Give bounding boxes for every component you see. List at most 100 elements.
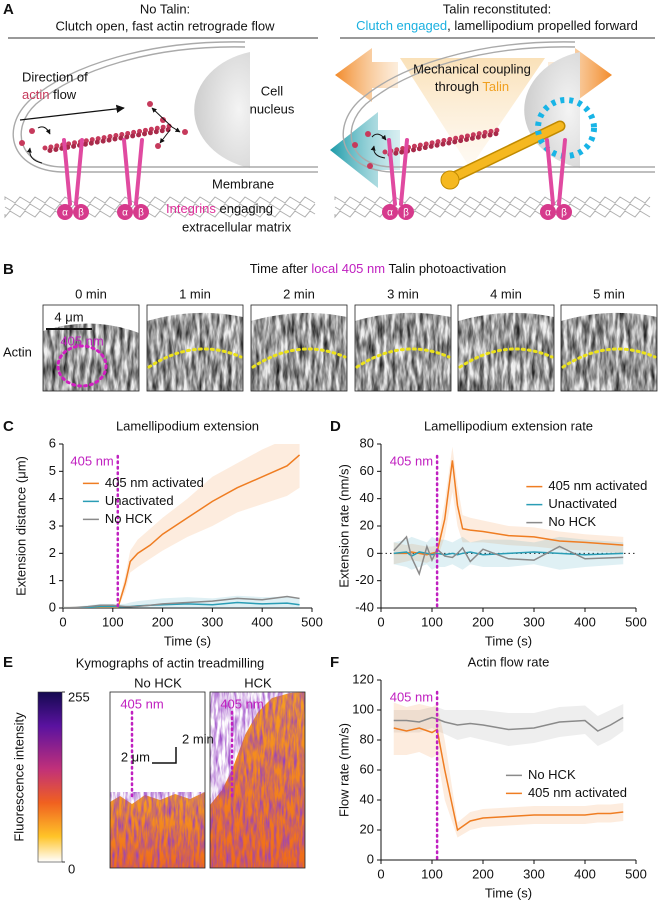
data-line: [393, 727, 624, 832]
image-frame: [42, 304, 140, 392]
x-tick-label: 300: [523, 614, 545, 629]
membrane: [12, 41, 318, 173]
legend-label: Unactivated: [548, 496, 617, 511]
image-frame: [354, 304, 452, 392]
scale-label: 4 μm: [54, 309, 83, 324]
colorbar: [37, 691, 63, 863]
colorbar-tick-label: 255: [68, 689, 90, 704]
text: through: [435, 79, 482, 94]
kymograph-texture: [110, 792, 205, 868]
y-tick-label: 6: [49, 435, 56, 450]
actin-filament: [382, 127, 501, 155]
x-tick-label: 100: [102, 614, 124, 629]
plot-area: [393, 446, 624, 576]
talin: [448, 122, 564, 182]
integrin: [387, 138, 409, 206]
annotation-label: 405 nm: [390, 453, 433, 468]
y-tick-label: 0: [49, 599, 56, 614]
chart: Actin flow rate Time (s) Flow rate (nm/s) 0…: [336, 654, 646, 900]
y-tick-label: 60: [360, 463, 374, 478]
x-tick-label: 300: [202, 614, 224, 629]
panel-label: F: [330, 654, 339, 671]
image-edge: [251, 305, 347, 321]
actin-filament: [42, 123, 173, 151]
legend-label: 405 nm activated: [548, 478, 647, 493]
time-label: 0 min: [75, 286, 107, 301]
cell: [12, 41, 318, 173]
greek-label: α: [387, 208, 393, 219]
greek-label: β: [561, 208, 567, 219]
x-tick-label: 0: [377, 866, 384, 881]
label: Membrane: [212, 176, 274, 191]
chart: Lamellipodium extension Time (s) Extension…: [13, 418, 322, 648]
y-tick-label: 0: [367, 545, 374, 560]
y-tick-label: -20: [355, 572, 374, 587]
chart-title: Lamellipodium extension: [116, 418, 259, 433]
greek-label: β: [78, 208, 84, 219]
text: , lamellipodium propelled forward: [447, 18, 638, 33]
integrin-beta: [73, 204, 89, 220]
error-band: [393, 702, 624, 838]
label: Cell: [261, 83, 284, 98]
legend-label: No HCK: [548, 514, 596, 529]
panel-label: C: [3, 418, 14, 435]
image-frame: [457, 304, 555, 392]
panel-label: A: [3, 1, 14, 18]
image-frame: [560, 304, 658, 392]
time-label: 4 min: [490, 286, 522, 301]
timelapse: 0 min 1 min 2 min 3 min 4 min 5 min 4 μm 405 nm: [42, 286, 658, 392]
legend-label: Unactivated: [105, 493, 174, 508]
text: Talin photoactivation: [385, 261, 506, 276]
image-frame: [250, 304, 348, 392]
legend-label: No HCK: [105, 511, 153, 526]
panel-label: E: [3, 654, 13, 671]
integrin-alpha: [117, 204, 133, 220]
error-band: [63, 444, 300, 608]
activation-spot: [535, 97, 597, 159]
greek-label: α: [122, 208, 128, 219]
y-tick-label: 0: [367, 851, 374, 866]
movement-arrow: [330, 112, 400, 188]
data-line: [393, 535, 624, 576]
x-tick-label: 100: [421, 614, 443, 629]
diagram-title: Clutch engaged, lamellipodium propelled …: [356, 18, 638, 33]
label: through Talin: [435, 79, 509, 94]
time-bar-label: 2 min: [182, 731, 214, 746]
x-tick-label: 100: [421, 866, 443, 881]
x-tick-label: 500: [301, 614, 323, 629]
y-tick-label: 80: [360, 435, 374, 450]
colorbar-tick-label: 0: [68, 861, 75, 876]
highlight: Talin: [482, 79, 509, 94]
kymograph: [110, 792, 205, 868]
diagram-title: No Talin:: [140, 1, 190, 16]
greek-label: α: [545, 208, 551, 219]
integrin-alpha: [382, 204, 398, 220]
y-tick-label: 3: [49, 517, 56, 532]
row-label: Actin: [3, 344, 32, 359]
plot-area: [393, 702, 624, 838]
y-tick-label: 120: [352, 671, 374, 686]
time-label: 2 min: [283, 286, 315, 301]
x-tick-label: 200: [472, 866, 494, 881]
stim-label: 405 nm: [220, 696, 263, 711]
label: Integrins engaging: [166, 201, 273, 216]
time-label: 3 min: [387, 286, 419, 301]
actin-monomers: [19, 101, 373, 169]
kymograph-label: HCK: [244, 675, 272, 690]
roi-label: 405 nm: [60, 333, 103, 348]
label: extracellular matrix: [182, 219, 292, 234]
legend-label: 405 nm activated: [105, 475, 204, 490]
legend-label: 405 nm activated: [528, 785, 627, 800]
integrin-alpha: [540, 204, 556, 220]
matrix-fiber: [334, 196, 651, 204]
integrin-beta: [133, 204, 149, 220]
talin-head: [440, 170, 460, 190]
x-tick-label: 400: [574, 866, 596, 881]
time-label: 1 min: [179, 286, 211, 301]
x-tick-label: 400: [251, 614, 273, 629]
integrin: [62, 138, 84, 206]
text: flow: [49, 87, 76, 102]
image-frame: [146, 304, 244, 392]
highlight: Integrins: [166, 201, 216, 216]
